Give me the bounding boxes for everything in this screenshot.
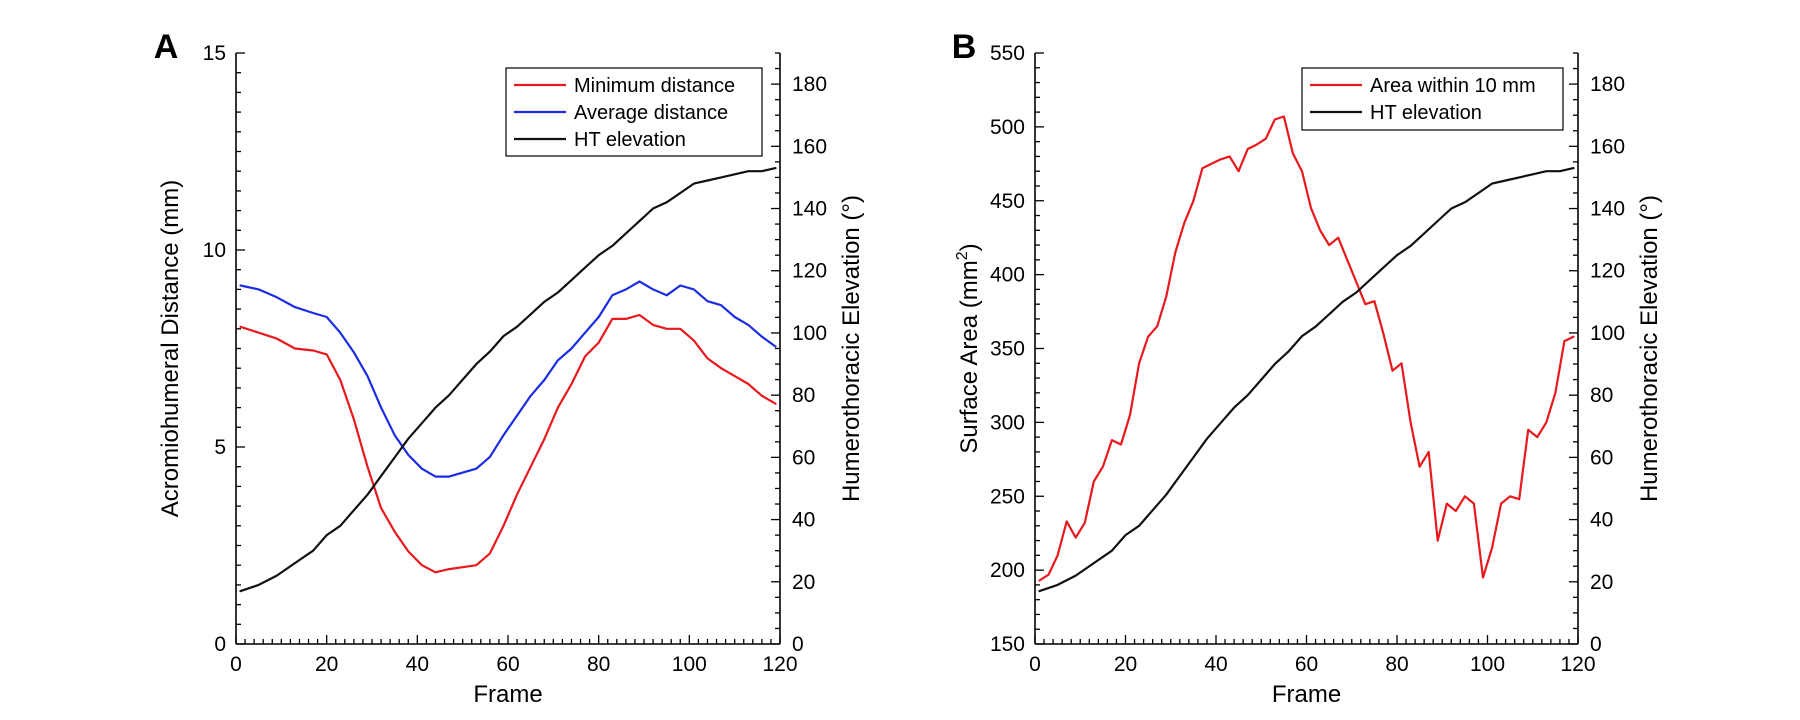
y2-tick-label: 180: [792, 73, 827, 96]
y2-tick-label: 20: [1590, 571, 1613, 594]
y2-tick-label: 40: [1590, 509, 1613, 532]
y2-tick-label: 120: [1590, 260, 1625, 283]
y-axis-label-text: Surface Area (mm: [956, 260, 983, 453]
x-tick-label: 20: [315, 653, 338, 676]
x-tick-label: 0: [230, 653, 242, 676]
series-line-ht-elevation: [1038, 167, 1575, 593]
y-tick-label: 300: [990, 411, 1025, 434]
y2-tick-label: 180: [1590, 73, 1625, 96]
y2-tick-label: 100: [1590, 322, 1625, 345]
x-tick-label: 60: [1295, 653, 1318, 676]
y2-tick-label: 160: [1590, 135, 1625, 158]
legend-label: Area within 10 mm: [1370, 75, 1536, 97]
y-axis-label-text: Acromiohumeral Distance (mm): [157, 180, 184, 517]
legend-label: Average distance: [574, 102, 728, 124]
y-tick-label: 15: [203, 42, 226, 65]
x-tick-label: 80: [1385, 653, 1408, 676]
legend-box: [1301, 67, 1564, 131]
y2-tick-label: 20: [792, 571, 815, 594]
x-tick-label: 60: [496, 653, 519, 676]
x-tick-label: 120: [1560, 653, 1595, 676]
panel-letter: A: [154, 28, 179, 66]
y-tick-label: 250: [990, 485, 1025, 508]
y-tick-label: 350: [990, 338, 1025, 361]
legend-label: HT elevation: [574, 129, 686, 151]
x-tick-label: 80: [587, 653, 610, 676]
y-tick-label: 400: [990, 264, 1025, 287]
y2-axis-label: Humerothoracic Elevation (°): [838, 195, 865, 502]
y-axis-label: Surface Area (mm2): [954, 243, 983, 453]
y2-tick-label: 100: [792, 322, 827, 345]
y2-tick-label: 0: [792, 633, 804, 656]
series-line-minimum-distance: [239, 313, 777, 574]
y-tick-label: 450: [990, 190, 1025, 213]
y-tick-label: 5: [214, 436, 226, 459]
y-tick-label: 10: [203, 239, 226, 262]
y-tick-label: 150: [990, 633, 1025, 656]
y-tick-label: 200: [990, 559, 1025, 582]
x-tick-label: 100: [672, 653, 707, 676]
y2-tick-label: 40: [792, 509, 815, 532]
series-line-ht-elevation: [239, 167, 777, 593]
y2-tick-label: 0: [1590, 633, 1602, 656]
legend: Area within 10 mm HT elevation: [1301, 67, 1564, 131]
x-tick-label: 20: [1114, 653, 1137, 676]
legend: Minimum distance Average distance HT eleva…: [505, 67, 763, 157]
legend-label: HT elevation: [1370, 102, 1482, 124]
x-axis-label: Frame: [1272, 681, 1341, 708]
y-tick-label: 0: [214, 633, 226, 656]
panel-a: A0 20 40 60 80 100 120051015020406080100120140…: [154, 28, 865, 708]
y2-tick-label: 60: [1590, 446, 1613, 469]
x-tick-label: 40: [1204, 653, 1227, 676]
y2-tick-label: 60: [792, 446, 815, 469]
y-tick-label: 500: [990, 116, 1025, 139]
series-line-area-within-10-mm: [1038, 115, 1575, 582]
y2-axis-label: Humerothoracic Elevation (°): [1636, 195, 1663, 502]
y-tick-label: 550: [990, 42, 1025, 65]
y2-tick-label: 160: [792, 135, 827, 158]
x-tick-label: 0: [1029, 653, 1041, 676]
panel-letter: B: [952, 28, 977, 66]
y2-tick-label: 120: [792, 260, 827, 283]
x-tick-label: 40: [406, 653, 429, 676]
series-line-average-distance: [239, 280, 777, 478]
x-tick-label: 100: [1470, 653, 1505, 676]
y2-tick-label: 140: [792, 198, 827, 221]
x-axis-label: Frame: [473, 681, 542, 708]
y2-tick-label: 140: [1590, 198, 1625, 221]
panel-b: B0 20 40 60 80 100 120150200250300350400450500…: [952, 28, 1663, 708]
legend-label: Minimum distance: [574, 75, 735, 97]
y-axis-label-superscript: 2: [954, 251, 971, 260]
y2-tick-label: 80: [792, 384, 815, 407]
y-axis-label: Acromiohumeral Distance (mm): [157, 180, 184, 517]
y2-tick-label: 80: [1590, 384, 1613, 407]
y-axis-label-tail: ): [956, 243, 983, 251]
x-tick-label: 120: [762, 653, 797, 676]
